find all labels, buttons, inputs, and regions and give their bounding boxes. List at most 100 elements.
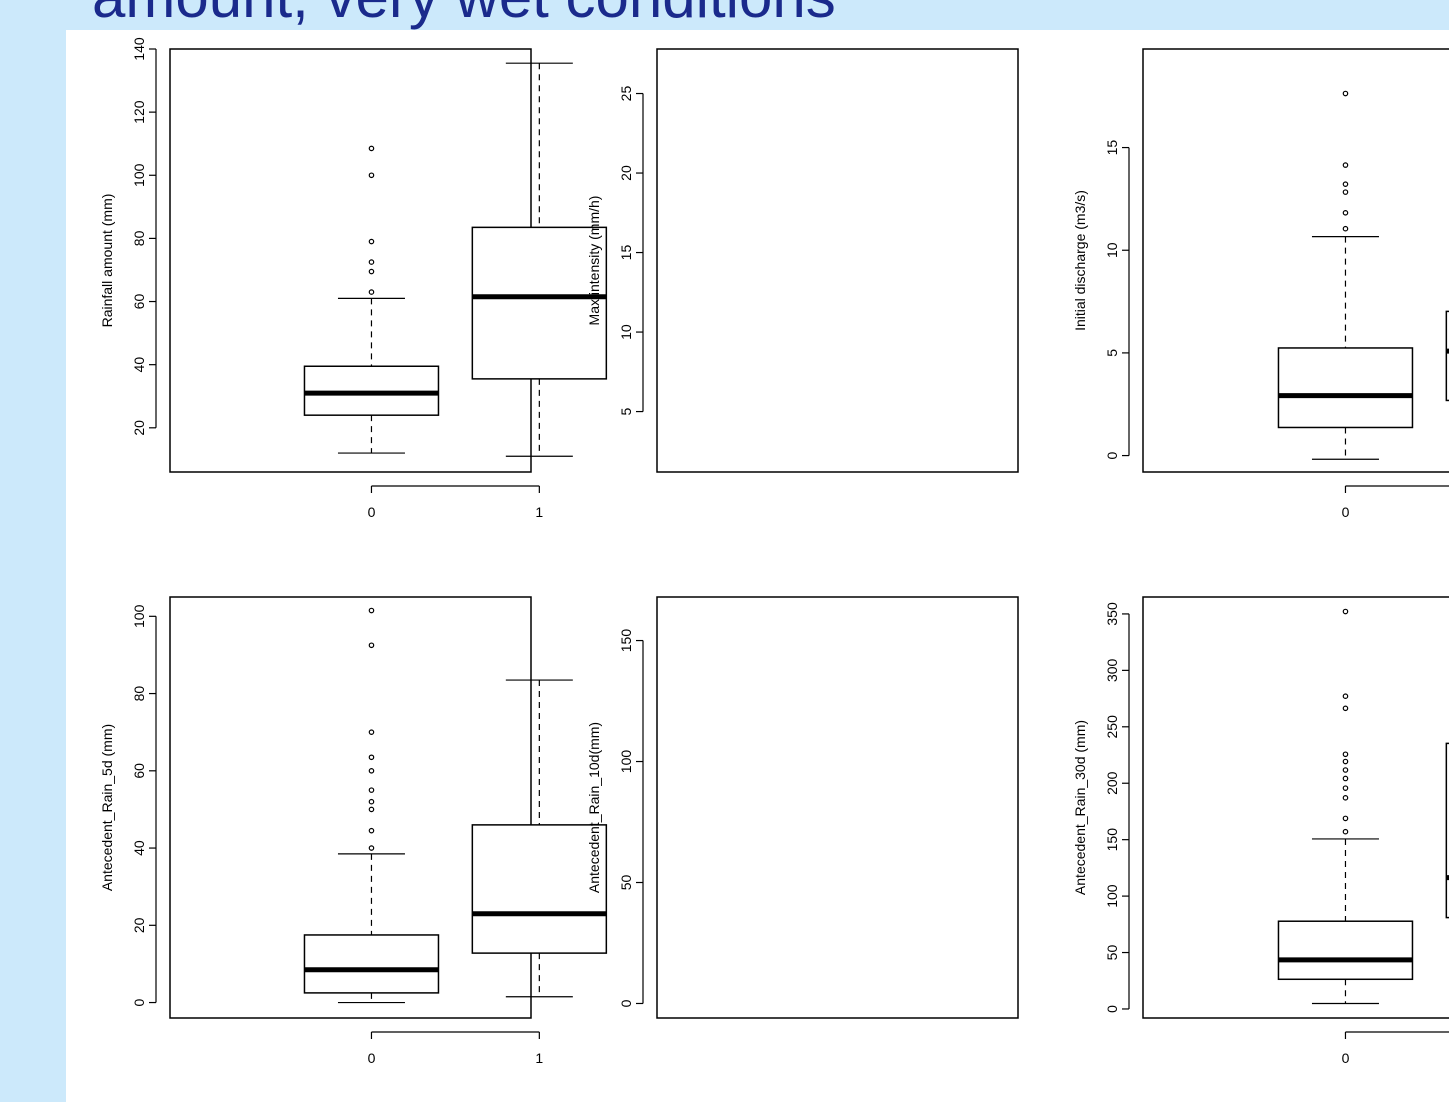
outlier-point — [1342, 751, 1349, 758]
x-tick-label: 1 — [535, 504, 543, 520]
outlier-point — [1342, 209, 1349, 216]
box-1 — [1445, 310, 1449, 402]
outlier-point — [368, 238, 375, 245]
iqr-box — [303, 934, 440, 994]
y-tick-label: 100 — [618, 750, 634, 774]
y-tick-label: 80 — [131, 230, 147, 246]
y-tick-label: 0 — [1104, 451, 1120, 459]
x-tick-label: 0 — [368, 504, 376, 520]
y-axis-label: Initial discharge (m3/s) — [1072, 190, 1088, 331]
outlier-point — [1342, 225, 1349, 232]
box-1 — [471, 62, 608, 457]
outlier-point — [368, 827, 375, 834]
y-axis-label: Antecedent_Rain_5d (mm) — [99, 724, 115, 891]
box-1 — [1445, 742, 1449, 919]
y-tick-label: 20 — [131, 420, 147, 436]
outlier-point — [1342, 693, 1349, 700]
box-0 — [303, 145, 440, 454]
iqr-box — [1445, 742, 1449, 919]
y-tick-label: 100 — [131, 163, 147, 187]
outlier-point — [1342, 785, 1349, 791]
y-tick-label: 150 — [1104, 828, 1120, 852]
outlier-point — [368, 845, 375, 851]
x-tick-label: 0 — [368, 1050, 376, 1066]
box-0 — [1277, 608, 1414, 1005]
y-tick-label: 40 — [131, 840, 147, 856]
y-tick-label: 0 — [1104, 1005, 1120, 1013]
slide-title: amount, very wet conditions — [92, 0, 836, 32]
y-tick-label: 200 — [1104, 771, 1120, 795]
plot-frame — [169, 596, 532, 1019]
box-0 — [303, 607, 440, 1004]
y-tick-label: 0 — [131, 998, 147, 1006]
outlier-point — [368, 768, 375, 774]
y-tick-label: 100 — [131, 604, 147, 628]
outlier-point — [1342, 162, 1349, 168]
iqr-box — [471, 226, 608, 380]
iqr-box — [1277, 347, 1414, 429]
y-tick-label: 20 — [618, 165, 634, 181]
outlier-point — [368, 259, 375, 265]
outlier-point — [1342, 90, 1349, 97]
outlier-point — [1342, 608, 1349, 615]
y-axis-label: Rainfall amount (mm) — [99, 194, 115, 328]
y-tick-label: 300 — [1104, 658, 1120, 682]
plot-area: 20 40 60 80 100 120 140 Rainfall amount (mm) 0 1 5… — [66, 30, 1449, 1102]
x-tick-label: 1 — [535, 1050, 543, 1066]
outlier-point — [1342, 775, 1349, 782]
boxplot-panel: 20 40 60 80 100 120 140 Rainfall amount (mm) 0 1 — [99, 37, 608, 520]
boxplot-panel: 0 20 40 60 80 100 Antecedent_Rain_5d (mm) 0 1 — [99, 596, 608, 1066]
outlier-point — [368, 754, 375, 761]
y-tick-label: 50 — [618, 875, 634, 891]
plot-frame — [1142, 596, 1449, 1019]
y-axis-label: Antecedent_Rain_30d (mm) — [1072, 720, 1088, 895]
outlier-point — [1342, 828, 1349, 835]
y-tick-label: 25 — [618, 86, 634, 102]
outlier-point — [1342, 189, 1349, 195]
outlier-point — [368, 268, 375, 275]
y-tick-label: 250 — [1104, 715, 1120, 739]
box-0 — [1277, 90, 1414, 460]
outlier-point — [368, 787, 375, 793]
outlier-point — [1342, 758, 1349, 765]
y-tick-label: 120 — [131, 100, 147, 124]
outlier-point — [368, 607, 375, 614]
y-tick-label: 350 — [1104, 602, 1120, 626]
y-tick-label: 0 — [618, 999, 634, 1007]
x-tick-label: 0 — [1342, 504, 1350, 520]
outlier-point — [368, 642, 375, 649]
y-axis-label: Antecedent_Rain_10d(mm) — [586, 722, 602, 893]
y-tick-label: 10 — [618, 324, 634, 340]
outlier-point — [368, 729, 375, 735]
outlier-point — [368, 806, 375, 813]
y-tick-label: 80 — [131, 686, 147, 702]
iqr-box — [471, 824, 608, 954]
y-tick-label: 10 — [1104, 242, 1120, 258]
y-tick-label: 5 — [618, 407, 634, 415]
y-tick-label: 150 — [618, 629, 634, 653]
y-tick-label: 40 — [131, 357, 147, 373]
box-1 — [471, 679, 608, 998]
iqr-box — [1445, 310, 1449, 402]
plot-frame — [656, 596, 1019, 1019]
x-tick-label: 0 — [1342, 1050, 1350, 1066]
y-tick-label: 140 — [131, 37, 147, 61]
y-tick-label: 15 — [1104, 140, 1120, 156]
outlier-point — [368, 172, 375, 179]
outlier-point — [1342, 767, 1349, 773]
y-tick-label: 100 — [1104, 884, 1120, 908]
outlier-point — [1342, 705, 1349, 712]
plot-frame — [1142, 48, 1449, 473]
outlier-point — [1342, 815, 1349, 822]
outlier-point — [368, 289, 375, 295]
outlier-point — [1342, 795, 1349, 801]
y-axis-label: Max intensity (mm/h) — [586, 196, 602, 326]
iqr-box — [1277, 920, 1414, 981]
outlier-point — [1342, 181, 1349, 187]
outlier-point — [368, 145, 375, 152]
y-tick-label: 20 — [131, 917, 147, 933]
y-tick-label: 50 — [1104, 945, 1120, 961]
